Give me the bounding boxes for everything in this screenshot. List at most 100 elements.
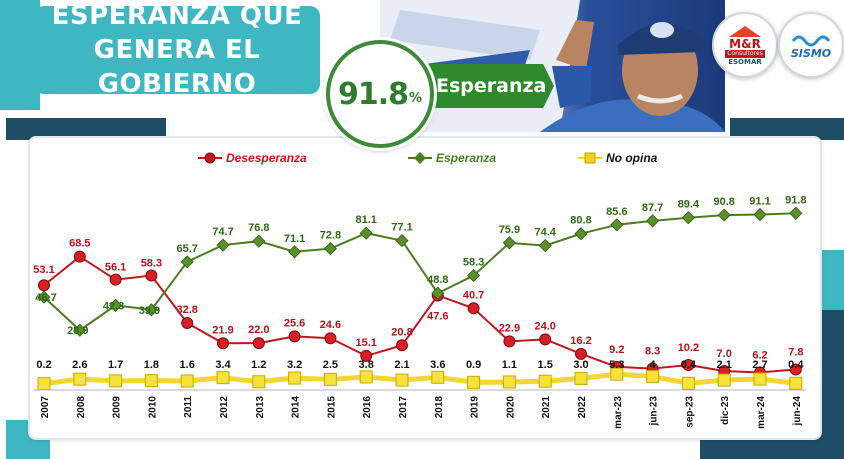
x-tick-label: 2012 — [219, 396, 230, 419]
data-label: 9.2 — [609, 344, 624, 356]
data-label: 77.1 — [391, 222, 412, 234]
data-label: 22.9 — [499, 322, 520, 334]
data-point — [467, 302, 480, 315]
data-point — [574, 227, 588, 241]
data-label: 3.2 — [287, 359, 302, 371]
data-point — [431, 286, 445, 300]
data-point — [789, 206, 803, 220]
x-tick-label: 2018 — [434, 396, 445, 419]
data-point — [37, 377, 51, 391]
data-label: 89.4 — [678, 199, 700, 211]
data-point — [789, 363, 802, 376]
logo-left-line3: ESOMAR — [728, 57, 762, 66]
wave-icon — [791, 35, 831, 46]
data-label: 80.8 — [570, 215, 591, 227]
legend-marker — [204, 152, 216, 164]
data-label: 3.4 — [215, 359, 231, 371]
data-point — [646, 370, 660, 384]
data-label: 0.2 — [36, 359, 51, 371]
data-point — [359, 226, 373, 240]
data-label: 2.1 — [394, 359, 409, 371]
data-label: 42.3 — [103, 300, 124, 312]
title-line-2: GENERA EL GOBIERNO — [93, 35, 261, 99]
data-point — [395, 373, 409, 387]
page-title: ESPERANZA QUE GENERA EL GOBIERNO — [34, 1, 320, 99]
x-tick-label: jun-23 — [649, 396, 660, 427]
data-point — [144, 374, 158, 388]
highlight-unit: % — [409, 90, 423, 106]
data-point — [288, 371, 302, 385]
data-label: 48.8 — [427, 274, 448, 286]
data-label: 4 — [650, 359, 657, 371]
data-label: 32.8 — [176, 304, 197, 316]
chart-legend: Desesperanza Esperanza No opina — [198, 151, 658, 165]
data-label: 81.1 — [355, 214, 376, 226]
data-label: 46.7 — [35, 292, 56, 304]
data-point — [252, 234, 266, 248]
data-point — [395, 234, 409, 248]
sismo-logo: SISMO — [778, 12, 844, 78]
data-label: 75.9 — [499, 224, 520, 236]
data-point — [539, 333, 552, 346]
x-tick-label: 2011 — [183, 396, 194, 418]
x-tick-label: jun-24 — [792, 396, 803, 427]
data-point — [216, 238, 230, 252]
data-label: 1.5 — [538, 359, 553, 371]
data-point — [467, 268, 481, 283]
x-tick-label: 2020 — [505, 396, 516, 419]
data-point — [753, 207, 767, 222]
data-point — [575, 347, 587, 360]
data-label: 65.7 — [176, 243, 197, 255]
data-point — [717, 208, 731, 222]
data-point — [252, 375, 266, 389]
series-line — [43, 371, 797, 387]
x-tick-label: 2008 — [76, 396, 87, 419]
x-tick-label: mar-24 — [756, 396, 767, 429]
series-line — [43, 212, 796, 332]
data-label: 72.8 — [320, 230, 341, 242]
data-point — [73, 250, 86, 263]
x-tick-label: 2010 — [147, 396, 158, 419]
data-point — [73, 372, 87, 386]
data-label: 1.1 — [502, 359, 517, 371]
x-tick-label: 2019 — [470, 396, 481, 419]
x-tick-label: 2015 — [326, 396, 337, 419]
data-label: 0.4 — [681, 359, 697, 371]
highlight-value: 91.8 — [337, 76, 409, 112]
navy-band-right — [730, 118, 844, 140]
data-point — [538, 239, 552, 253]
data-point — [789, 376, 803, 390]
x-tick-label: 2021 — [541, 396, 552, 419]
data-point — [288, 330, 301, 343]
data-label: 0.4 — [788, 359, 804, 371]
data-label: 1.6 — [180, 359, 195, 371]
legend-marker — [414, 152, 426, 164]
data-label: 10.2 — [678, 342, 699, 354]
chart-frame: Desesperanza Esperanza No opina 53.1 68.5 56… — [19, 138, 820, 438]
data-point — [396, 339, 408, 352]
highlight-label: Esperanza — [436, 75, 547, 97]
mr-consultores-logo: M&R Consultores ESOMAR — [712, 12, 778, 78]
highlight-value-badge: 91.8% — [326, 40, 434, 148]
data-label: 40.7 — [463, 289, 484, 301]
data-point — [610, 218, 624, 232]
data-label: 2.1 — [717, 359, 732, 371]
chart-points — [37, 206, 803, 391]
data-point — [538, 374, 552, 388]
series-line — [43, 255, 796, 374]
teal-band-top-left — [0, 0, 40, 110]
data-label: 58.3 — [463, 257, 484, 269]
logo-left-line1: M&R — [729, 36, 761, 51]
data-label: 2.6 — [72, 359, 87, 371]
data-point — [73, 323, 87, 337]
x-tick-label: 2009 — [112, 396, 123, 419]
data-point — [467, 375, 481, 389]
data-point — [38, 279, 50, 292]
data-label: 6.2 — [752, 349, 767, 361]
highlight-label-ribbon: Esperanza — [418, 64, 554, 108]
data-point — [109, 374, 123, 388]
navy-band-left — [6, 118, 166, 140]
data-label: 16.2 — [570, 335, 591, 347]
data-point — [252, 337, 265, 350]
data-point — [681, 376, 695, 390]
